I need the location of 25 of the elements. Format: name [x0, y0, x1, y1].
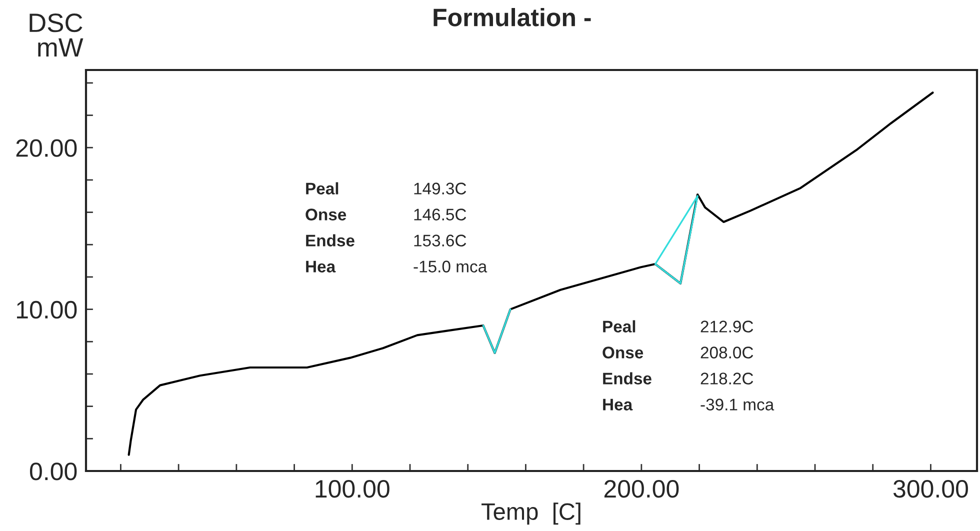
- annotation: 153.6C: [414, 234, 466, 246]
- annotation: 208.0C: [700, 346, 754, 358]
- y-tick-label: 10.00: [17, 300, 77, 319]
- annotation: Endse: [603, 372, 652, 384]
- annotation: 149.3C: [414, 182, 466, 194]
- annotation: Endse: [306, 234, 354, 246]
- annotation: -15.0 mca: [414, 260, 488, 272]
- annotation: Hea: [603, 398, 633, 410]
- y-tick-label: 0.00: [30, 462, 77, 480]
- x-tick-label: 200.00: [604, 480, 679, 498]
- annotation: Peal: [603, 320, 636, 332]
- x-axis-title: Temp [C]: [482, 502, 580, 525]
- y-tick-label: 20.00: [16, 139, 77, 157]
- annotation: -39.1 mca: [700, 398, 774, 410]
- x-tick-label: 100.00: [316, 480, 390, 498]
- y-axis-title: DSC mW: [30, 14, 84, 57]
- annotation: 146.5C: [414, 208, 466, 220]
- annotation: Onse: [306, 208, 346, 220]
- annotation: 212.9C: [700, 320, 754, 332]
- chart-title: Formulation -: [434, 8, 591, 26]
- x-tick-label: 300.00: [893, 480, 968, 498]
- annotation: Hea: [306, 260, 336, 272]
- annotation: Peal: [306, 182, 338, 194]
- annotation: Onse: [602, 346, 644, 358]
- annotation: 218.2C: [700, 372, 754, 384]
